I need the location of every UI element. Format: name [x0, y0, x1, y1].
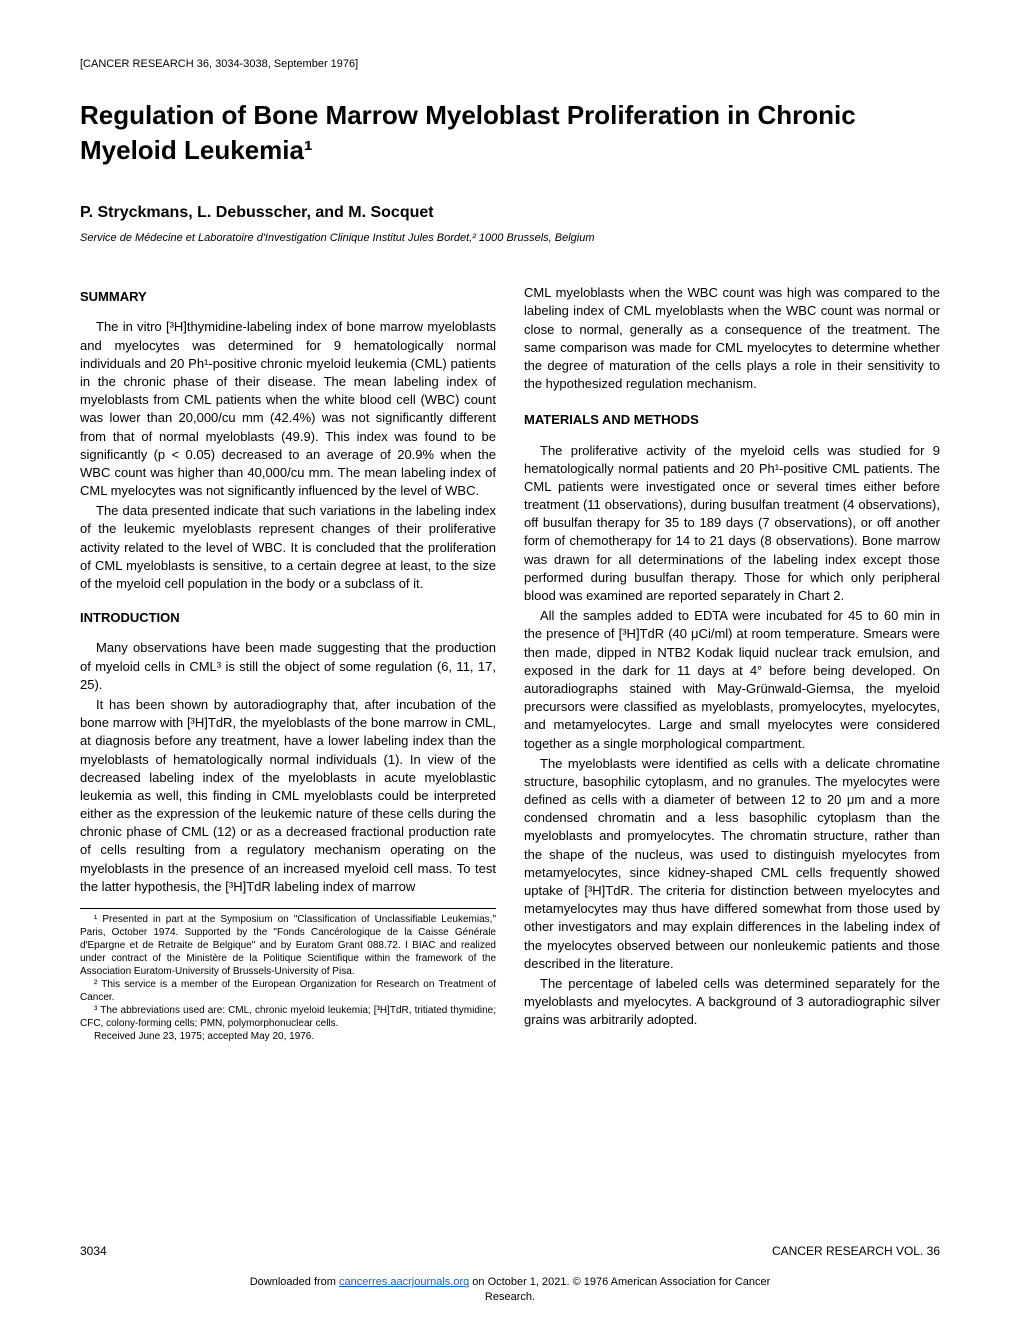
- footnote-1: ¹ Presented in part at the Symposium on …: [80, 913, 496, 978]
- intro-para-1: Many observations have been made suggest…: [80, 639, 496, 694]
- methods-para-4: The percentage of labeled cells was dete…: [524, 975, 940, 1030]
- intro-para-2: It has been shown by autoradiography tha…: [80, 696, 496, 896]
- footnote-3: ³ The abbreviations used are: CML, chron…: [80, 1004, 496, 1030]
- methods-para-1: The proliferative activity of the myeloi…: [524, 442, 940, 606]
- article-title: Regulation of Bone Marrow Myeloblast Pro…: [80, 98, 940, 168]
- footnote-received: Received June 23, 1975; accepted May 20,…: [80, 1030, 496, 1043]
- summary-para-1: The in vitro [³H]thymidine-labeling inde…: [80, 318, 496, 500]
- footnotes: ¹ Presented in part at the Symposium on …: [80, 908, 496, 1043]
- article-body: SUMMARY The in vitro [³H]thymidine-label…: [80, 284, 940, 1043]
- download-footer: Downloaded from cancerres.aacrjournals.o…: [0, 1275, 1020, 1304]
- methods-para-2: All the samples added to EDTA were incub…: [524, 607, 940, 753]
- methods-para-3: The myeloblasts were identified as cells…: [524, 755, 940, 973]
- download-line2: Research.: [485, 1291, 535, 1303]
- download-prefix: Downloaded from: [250, 1276, 339, 1288]
- summary-heading: SUMMARY: [80, 288, 496, 306]
- page-number: 3034: [80, 1244, 107, 1258]
- affiliation: Service de Médecine et Laboratoire d'Inv…: [80, 232, 940, 244]
- footnote-2: ² This service is a member of the Europe…: [80, 978, 496, 1004]
- summary-para-2: The data presented indicate that such va…: [80, 502, 496, 593]
- introduction-heading: INTRODUCTION: [80, 609, 496, 627]
- download-middle: on October 1, 2021. © 1976 American Asso…: [469, 1276, 770, 1288]
- col2-continuation: CML myeloblasts when the WBC count was h…: [524, 284, 940, 393]
- journal-footer: CANCER RESEARCH VOL. 36: [772, 1244, 940, 1258]
- page-footer: 3034 CANCER RESEARCH VOL. 36: [80, 1244, 940, 1258]
- methods-heading: MATERIALS AND METHODS: [524, 411, 940, 429]
- header-citation: [CANCER RESEARCH 36, 3034-3038, Septembe…: [80, 58, 940, 70]
- authors: P. Stryckmans, L. Debusscher, and M. Soc…: [80, 204, 940, 222]
- download-link[interactable]: cancerres.aacrjournals.org: [339, 1276, 469, 1288]
